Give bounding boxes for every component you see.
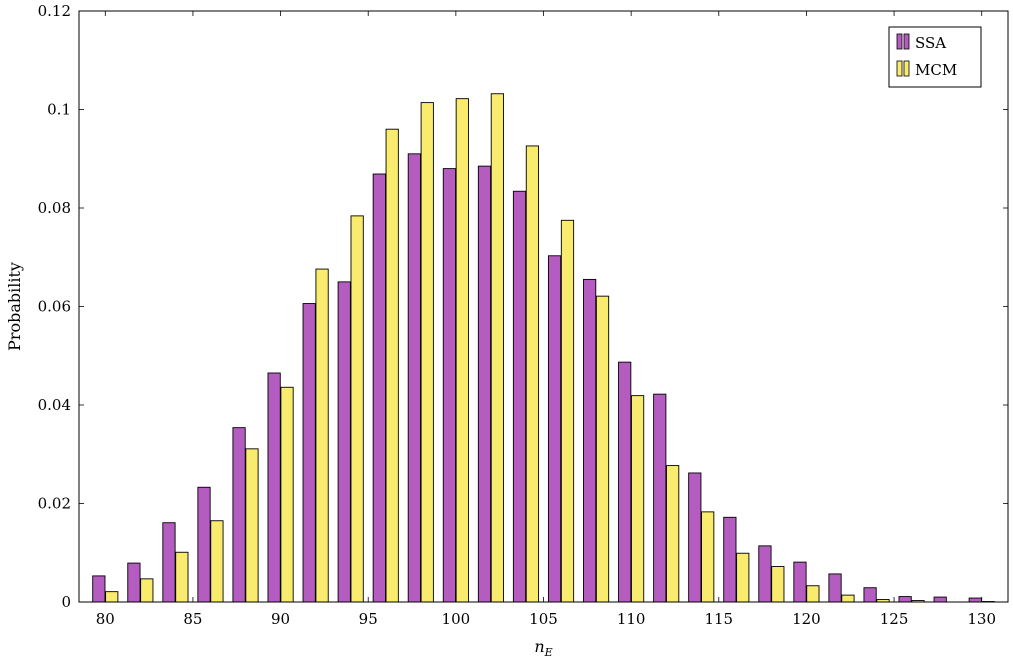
bar-ssa-90 (267, 372, 281, 603)
y-tick-label: 0.02 (38, 495, 71, 513)
bar-ssa-118 (758, 545, 772, 603)
x-axis-title: nE (534, 637, 552, 659)
x-axis-title-main: n (534, 637, 544, 656)
x-tick-label: 100 (442, 610, 471, 628)
y-tick-label: 0.12 (38, 2, 71, 20)
bar-mcm-100 (455, 98, 469, 603)
bar-mcm-104 (525, 145, 540, 603)
bar-mcm-120 (806, 585, 820, 603)
bar-ssa-126 (898, 596, 912, 603)
x-tick-label: 105 (529, 610, 558, 628)
bar-ssa-80 (92, 575, 106, 603)
bar-ssa-108 (583, 278, 597, 603)
plot-frame (78, 10, 1009, 603)
bar-mcm-80 (105, 591, 119, 603)
y-tick-label: 0.06 (38, 298, 71, 316)
bar-mcm-108 (595, 295, 610, 603)
x-tick-label: 110 (617, 610, 646, 628)
y-tick-label: 0.08 (38, 199, 71, 217)
bar-ssa-96 (372, 173, 386, 603)
bar-ssa-92 (302, 303, 316, 603)
bar-ssa-122 (828, 573, 842, 603)
bar-mcm-84 (175, 551, 189, 603)
bar-ssa-110 (618, 361, 632, 603)
bar-mcm-116 (736, 552, 750, 603)
bar-mcm-86 (210, 520, 224, 603)
bar-ssa-94 (337, 281, 351, 603)
bar-ssa-86 (197, 486, 211, 603)
x-axis-title-subscript: E (544, 646, 553, 659)
bar-ssa-114 (688, 472, 702, 603)
bar-ssa-100 (442, 168, 457, 603)
bar-mcm-92 (315, 268, 329, 603)
bar-mcm-114 (701, 511, 715, 603)
x-tick-label: 95 (359, 610, 378, 628)
bar-mcm-90 (280, 386, 294, 603)
bar-mcm-110 (630, 395, 645, 603)
bar-ssa-116 (723, 516, 737, 603)
bar-mcm-82 (140, 578, 154, 603)
ticks-group (79, 10, 1008, 603)
bar-ssa-112 (653, 393, 667, 603)
x-tick-label: 130 (967, 610, 996, 628)
bar-ssa-88 (232, 427, 246, 603)
legend-swatch-mcm (896, 60, 903, 77)
bar-ssa-106 (547, 255, 562, 603)
bar-ssa-104 (512, 190, 527, 603)
legend-swatch-mcm (903, 60, 910, 77)
bar-ssa-102 (477, 165, 492, 603)
bars-group (92, 93, 995, 603)
bar-ssa-84 (162, 522, 176, 603)
bar-mcm-94 (350, 215, 364, 603)
x-tick-labels: 80 85 90 95 100 105 110 115 120 125 130 (96, 610, 996, 628)
bar-mcm-112 (666, 465, 680, 603)
y-tick-label: 0.1 (47, 101, 71, 119)
x-tick-label: 120 (792, 610, 821, 628)
legend-label-mcm: MCM (915, 61, 957, 79)
bar-mcm-102 (490, 93, 504, 603)
legend-swatch-ssa (903, 33, 910, 50)
bar-ssa-98 (407, 153, 421, 603)
legend: SSA MCM (888, 26, 982, 88)
y-tick-label: 0.04 (38, 396, 71, 414)
bar-ssa-128 (933, 596, 947, 603)
y-tick-label: 0 (61, 593, 71, 611)
bar-mcm-96 (385, 128, 399, 603)
y-axis-title: Probability (5, 262, 24, 351)
x-tick-label: 90 (271, 610, 290, 628)
bar-mcm-98 (420, 102, 434, 603)
bar-mcm-106 (560, 219, 575, 603)
bar-ssa-130 (968, 597, 982, 603)
bar-mcm-88 (245, 448, 259, 603)
y-tick-labels: 0 0.02 0.04 0.06 0.08 0.1 0.12 (38, 2, 71, 611)
x-tick-label: 125 (880, 610, 909, 628)
legend-swatch-ssa (896, 33, 903, 50)
bar-ssa-124 (863, 587, 877, 603)
x-tick-label: 115 (704, 610, 733, 628)
x-tick-label: 85 (183, 610, 202, 628)
bar-ssa-120 (793, 561, 807, 603)
bar-ssa-82 (127, 562, 141, 603)
x-tick-label: 80 (96, 610, 115, 628)
bar-mcm-118 (771, 566, 785, 603)
legend-label-ssa: SSA (915, 34, 946, 52)
bar-mcm-122 (841, 594, 855, 603)
